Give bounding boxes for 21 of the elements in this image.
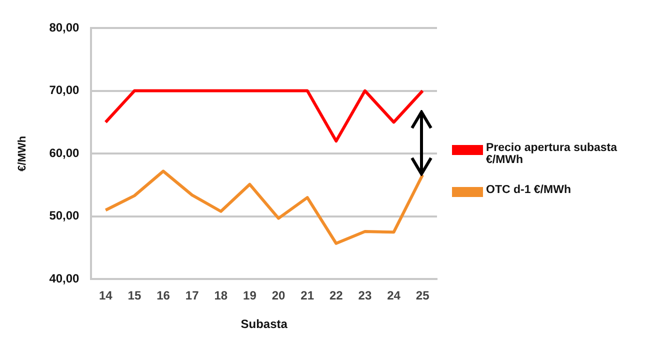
x-tick-label: 15 (128, 288, 142, 303)
y-axis-title: €/MWh (16, 136, 29, 172)
x-tick-label: 20 (272, 288, 286, 303)
legend-label: OTC d-1 €/MWh (486, 184, 571, 196)
x-tick-label: 18 (214, 288, 228, 303)
x-tick-label: 24 (387, 288, 401, 303)
x-tick-label: 23 (358, 288, 372, 303)
x-tick-label: 17 (185, 288, 200, 303)
y-tick-label: 60,00 (49, 146, 80, 160)
x-tick-label: 22 (329, 288, 344, 303)
x-tick-label: 21 (300, 288, 314, 303)
y-tick-label: 50,00 (49, 208, 80, 223)
x-axis-title: Subasta (240, 317, 288, 332)
y-tick-label: 70,00 (49, 83, 80, 98)
legend-label: Precio apertura subasta €/MWh (486, 142, 618, 166)
x-tick-label: 19 (243, 288, 257, 303)
y-tick-label: 80,00 (49, 20, 80, 34)
x-tick-label: 14 (98, 288, 113, 303)
x-tick-label: 16 (156, 288, 170, 303)
y-tick-label: 40,00 (49, 272, 80, 286)
x-tick-label: 25 (416, 288, 430, 303)
